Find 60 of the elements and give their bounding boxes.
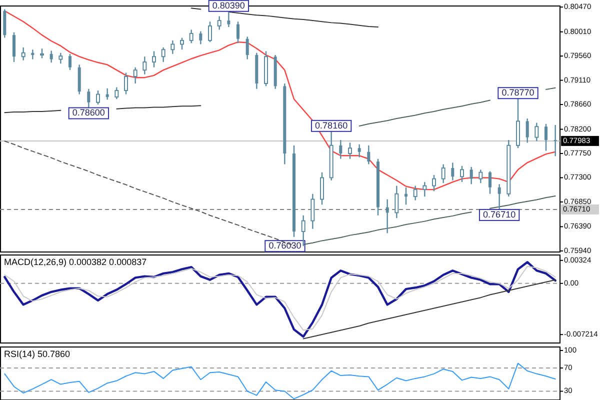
- chart-title: MACD(12,26,9) 0.000382 0.000837: [4, 257, 147, 267]
- candlestick: [96, 90, 100, 106]
- candlestick: [133, 66, 138, 84]
- candlestick: [488, 170, 492, 194]
- candlestick: [478, 169, 483, 184]
- candlestick: [310, 193, 315, 230]
- annotation: 0.76710: [483, 209, 516, 220]
- candlestick: [114, 86, 119, 100]
- candlestick: [208, 21, 212, 43]
- candlestick: [199, 30, 202, 45]
- candlestick: [12, 32, 16, 63]
- candlestick: [422, 181, 427, 198]
- candlestick: [470, 166, 473, 185]
- candlestick: [189, 29, 194, 44]
- candlestick: [21, 46, 26, 61]
- candlestick: [40, 48, 44, 59]
- candlestick: [348, 142, 352, 160]
- candlestick: [124, 72, 128, 95]
- candlestick: [50, 50, 53, 64]
- candlestick: [180, 37, 184, 50]
- candlestick: [498, 184, 501, 210]
- annotation: 0.78770: [502, 87, 534, 98]
- candlestick: [394, 185, 399, 219]
- candlestick: [31, 49, 34, 60]
- candlestick: [246, 36, 249, 60]
- candlestick: [68, 53, 72, 71]
- candlestick: [432, 174, 436, 192]
- candlestick: [339, 139, 342, 160]
- candlestick: [413, 185, 418, 201]
- line-series: [302, 279, 556, 340]
- annotation: 0.78600: [72, 108, 105, 118]
- candlestick: [386, 198, 389, 234]
- annotation: 0.76030: [268, 240, 302, 250]
- candlestick: [320, 172, 324, 206]
- candlestick: [142, 56, 147, 75]
- candlestick: [58, 52, 63, 64]
- candlestick: [170, 40, 175, 55]
- candlestick: [152, 50, 156, 68]
- line-series: [4, 362, 556, 400]
- annotation: 0.78160: [315, 120, 348, 130]
- candlestick: [451, 162, 454, 182]
- candlestick: [404, 186, 408, 206]
- candlestick: [460, 165, 464, 183]
- candlestick: [554, 124, 557, 157]
- candlestick: [87, 88, 90, 108]
- candlestick: [161, 46, 166, 63]
- line-series: [4, 260, 556, 338]
- candlestick: [358, 144, 361, 158]
- candlestick: [526, 118, 529, 144]
- candlestick: [227, 10, 230, 28]
- candlestick: [217, 16, 222, 30]
- candlestick: [106, 88, 109, 100]
- candlestick: [441, 164, 446, 184]
- candlestick: [367, 144, 370, 165]
- chart-title: RSI(14) 50.7860: [4, 349, 70, 359]
- candlestick: [544, 123, 548, 152]
- line-series: [4, 266, 556, 331]
- annotation: 0.80390: [212, 0, 245, 10]
- candlestick: [534, 122, 539, 142]
- candlestick: [236, 21, 240, 44]
